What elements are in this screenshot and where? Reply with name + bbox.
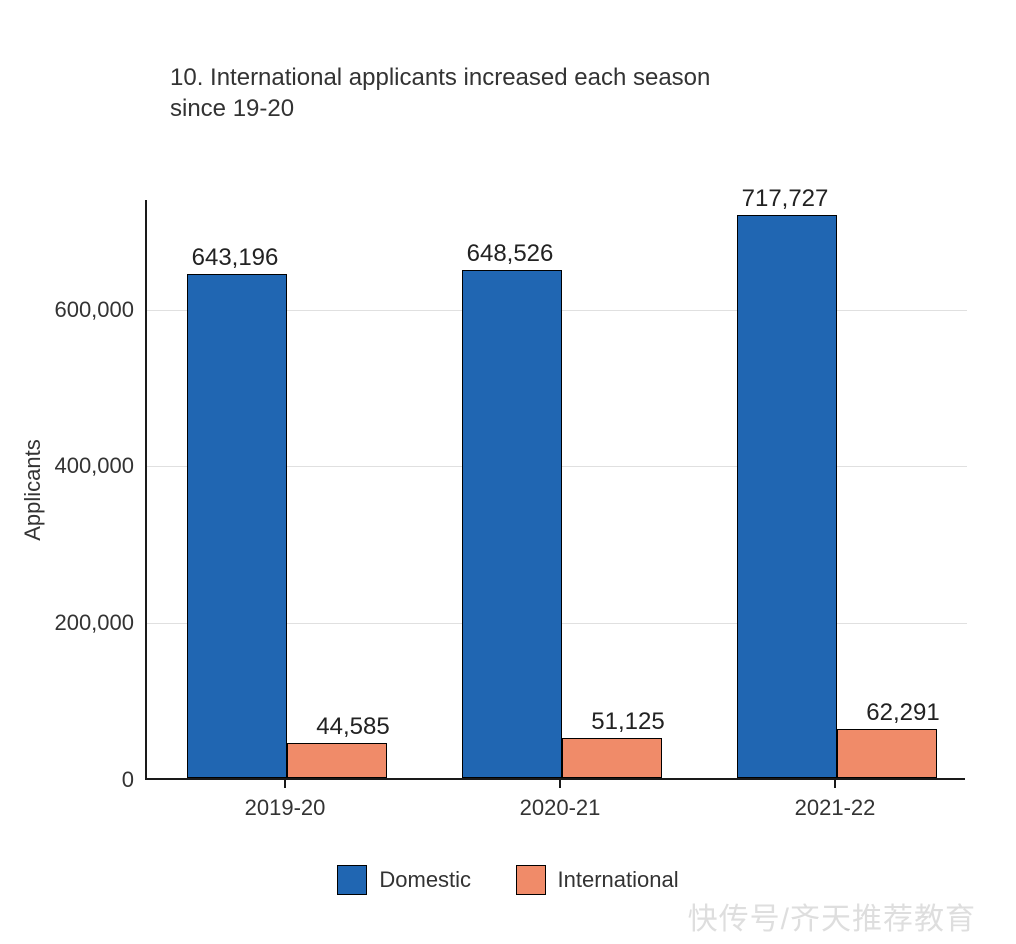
x-tick-label: 2020-21 [520,795,601,821]
legend-item-international: International [516,865,679,895]
legend-swatch-domestic [337,865,367,895]
legend-label-domestic: Domestic [379,867,471,893]
bar-domestic [737,215,837,778]
y-tick-label: 200,000 [54,610,134,636]
bar-value-label: 643,196 [192,244,279,272]
y-axis-label: Applicants [20,439,46,541]
bar-value-label: 51,125 [591,708,664,736]
bar-value-label: 62,291 [866,699,939,727]
bar-international [837,729,937,778]
bar-value-label: 648,526 [467,240,554,268]
plot-area [145,200,965,780]
y-tick-label: 0 [122,767,134,793]
x-tick-label: 2019-20 [245,795,326,821]
watermark-text: 快传号/齐天推荐教育 [688,894,976,938]
bar-value-label: 717,727 [742,185,829,213]
chart-title: 10. International applicants increased e… [170,62,730,124]
legend-label-international: International [558,867,679,893]
x-tick-mark [834,780,836,788]
bar-international [287,743,387,778]
bar-international [562,738,662,778]
y-tick-label: 600,000 [54,297,134,323]
x-tick-mark [559,780,561,788]
x-tick-label: 2021-22 [795,795,876,821]
x-tick-mark [284,780,286,788]
bar-value-label: 44,585 [316,713,389,741]
bar-domestic [187,274,287,778]
y-tick-label: 400,000 [54,453,134,479]
bar-domestic [462,270,562,778]
legend-swatch-international [516,865,546,895]
legend-item-domestic: Domestic [337,865,471,895]
chart-container: 10. International applicants increased e… [0,0,1016,944]
